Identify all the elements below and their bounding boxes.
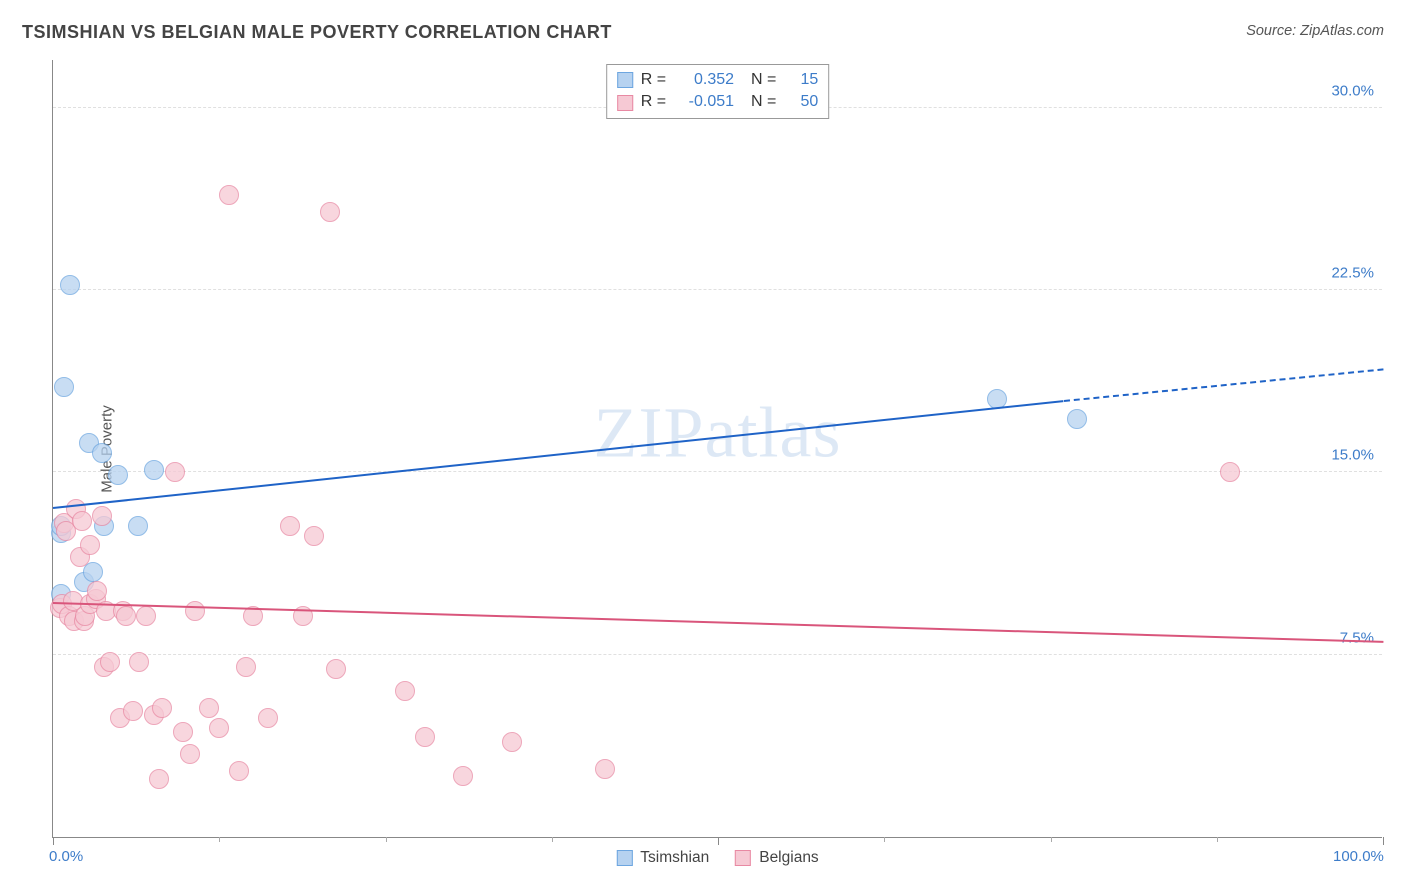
data-point xyxy=(60,275,80,295)
grid-line xyxy=(53,654,1382,655)
data-point xyxy=(152,698,172,718)
data-point xyxy=(129,652,149,672)
data-point xyxy=(165,462,185,482)
data-point xyxy=(173,722,193,742)
data-point xyxy=(54,377,74,397)
data-point xyxy=(219,185,239,205)
data-point xyxy=(80,535,100,555)
stat-r-label: R = xyxy=(641,69,666,91)
data-point xyxy=(280,516,300,536)
x-minor-tick xyxy=(219,837,220,842)
series-legend: Tsimshian Belgians xyxy=(616,849,818,867)
data-point xyxy=(395,681,415,701)
stat-r-value: -0.051 xyxy=(674,91,734,113)
data-point xyxy=(92,506,112,526)
series-legend-item: Tsimshian xyxy=(616,849,709,867)
x-minor-tick xyxy=(386,837,387,842)
x-minor-tick xyxy=(552,837,553,842)
grid-line xyxy=(53,471,1382,472)
grid-line xyxy=(53,289,1382,290)
data-point xyxy=(415,727,435,747)
stats-legend-row: R = 0.352 N = 15 xyxy=(617,69,819,91)
stat-r-value: 0.352 xyxy=(674,69,734,91)
data-point xyxy=(92,443,112,463)
y-tick-label: 7.5% xyxy=(1340,629,1374,646)
y-tick-label: 22.5% xyxy=(1331,264,1374,281)
legend-swatch xyxy=(617,72,633,88)
y-tick-label: 15.0% xyxy=(1331,447,1374,464)
data-point xyxy=(453,766,473,786)
stat-n-value: 50 xyxy=(784,91,818,113)
chart-plot-area: Male Poverty ZIPatlas 7.5%15.0%22.5%30.0… xyxy=(52,60,1382,838)
data-point xyxy=(236,657,256,677)
data-point xyxy=(100,652,120,672)
trend-line xyxy=(53,400,1064,509)
data-point xyxy=(72,511,92,531)
x-minor-tick xyxy=(1051,837,1052,842)
data-point xyxy=(149,769,169,789)
data-point xyxy=(595,759,615,779)
stats-legend: R = 0.352 N = 15 R = -0.051 N = 50 xyxy=(606,64,830,119)
data-point xyxy=(116,606,136,626)
series-legend-item: Belgians xyxy=(735,849,818,867)
data-point xyxy=(502,732,522,752)
stat-r-label: R = xyxy=(641,91,666,113)
stat-n-label: N = xyxy=(742,91,776,113)
data-point xyxy=(209,718,229,738)
legend-swatch xyxy=(616,850,632,866)
data-point xyxy=(123,701,143,721)
data-point xyxy=(144,460,164,480)
data-point xyxy=(258,708,278,728)
data-point xyxy=(87,581,107,601)
stats-legend-row: R = -0.051 N = 50 xyxy=(617,91,819,113)
x-tick-label: 0.0% xyxy=(49,848,83,865)
stat-n-value: 15 xyxy=(784,69,818,91)
x-minor-tick xyxy=(884,837,885,842)
legend-swatch xyxy=(617,95,633,111)
chart-title: TSIMSHIAN VS BELGIAN MALE POVERTY CORREL… xyxy=(22,22,612,43)
data-point xyxy=(185,601,205,621)
trend-line xyxy=(1064,369,1383,403)
x-major-tick xyxy=(53,837,54,845)
watermark-text: ZIPatlas xyxy=(594,391,842,474)
series-legend-label: Belgians xyxy=(759,849,818,867)
data-point xyxy=(320,202,340,222)
y-tick-label: 30.0% xyxy=(1331,82,1374,99)
data-point xyxy=(1067,409,1087,429)
data-point xyxy=(1220,462,1240,482)
data-point xyxy=(326,659,346,679)
data-point xyxy=(180,744,200,764)
data-point xyxy=(304,526,324,546)
data-point xyxy=(108,465,128,485)
x-tick-label: 100.0% xyxy=(1333,848,1384,865)
data-point xyxy=(229,761,249,781)
data-point xyxy=(128,516,148,536)
x-minor-tick xyxy=(1217,837,1218,842)
stat-n-label: N = xyxy=(742,69,776,91)
x-major-tick xyxy=(1383,837,1384,845)
data-point xyxy=(199,698,219,718)
x-major-tick xyxy=(718,837,719,845)
source-credit: Source: ZipAtlas.com xyxy=(1246,23,1384,39)
series-legend-label: Tsimshian xyxy=(640,849,709,867)
data-point xyxy=(136,606,156,626)
legend-swatch xyxy=(735,850,751,866)
